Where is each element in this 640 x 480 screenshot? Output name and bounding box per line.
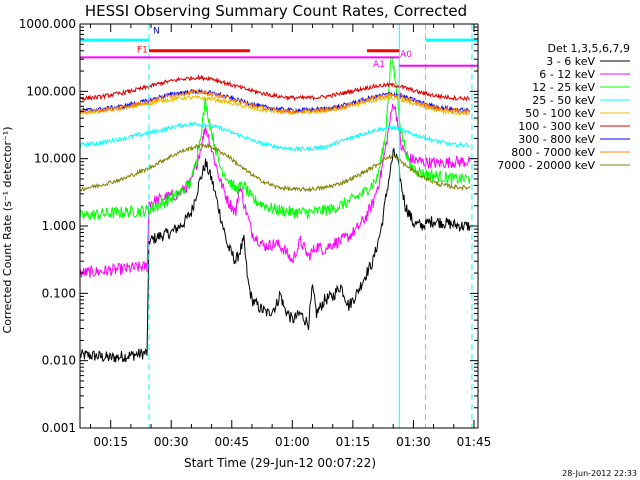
flare-flag-label: F1 bbox=[137, 45, 148, 55]
series-line-100-300 bbox=[80, 73, 471, 102]
y-tick-label: 0.100 bbox=[42, 286, 76, 300]
plot-frame bbox=[79, 23, 479, 429]
x-tick-label: 01:00 bbox=[275, 435, 310, 449]
x-tick-label: 01:30 bbox=[396, 435, 431, 449]
y-tick-label: 0.001 bbox=[42, 421, 76, 435]
legend-label-12-25: 12 - 25 keV bbox=[532, 81, 595, 94]
x-tick-label: 00:45 bbox=[214, 435, 249, 449]
legend-title: Det 1,3,5,6,7,9 bbox=[547, 42, 630, 55]
timestamp: 28-Jun-2012 22:33 bbox=[562, 469, 637, 478]
series-line-7000-20000 bbox=[80, 142, 471, 193]
legend-label-800-7000: 800 - 7000 keV bbox=[511, 146, 595, 159]
series-line-6-12 bbox=[80, 103, 471, 279]
plot-inner: N F1 A1 A0 bbox=[80, 24, 478, 428]
attenuator-flag-label: A1 bbox=[373, 60, 385, 70]
legend-label-100-300: 100 - 300 keV bbox=[518, 120, 595, 133]
night-flag-label: N bbox=[153, 27, 160, 37]
series-line-12-25 bbox=[80, 56, 471, 221]
axes: 1000.000 100.000 10.000 1.000 0.100 0.010 0.00… bbox=[19, 17, 492, 449]
x-tick-label: 00:15 bbox=[93, 435, 128, 449]
legend-label-50-100: 50 - 100 keV bbox=[525, 107, 595, 120]
attenuator-out-flag-label: A0 bbox=[400, 50, 412, 60]
chart-title: HESSI Observing Summary Count Rates, Cor… bbox=[85, 2, 467, 20]
legend-label-6-12: 6 - 12 keV bbox=[539, 68, 595, 81]
y-tick-label: 10.000 bbox=[34, 152, 76, 166]
x-tick-label: 01:15 bbox=[336, 435, 371, 449]
series-line-3-6 bbox=[80, 147, 471, 363]
y-tick-label: 0.010 bbox=[42, 354, 76, 368]
series-line-50-100 bbox=[80, 94, 471, 117]
y-axis-label: Corrected Count Rate (s⁻¹ detector⁻¹) bbox=[1, 127, 14, 334]
series-line-800-7000 bbox=[80, 89, 470, 116]
legend-label-3-6: 3 - 6 keV bbox=[546, 55, 595, 68]
x-tick-label: 01:45 bbox=[457, 435, 492, 449]
y-tick-label: 1000.000 bbox=[19, 17, 76, 31]
x-tick-label: 00:30 bbox=[154, 435, 189, 449]
plot-area: N F1 A1 A0 bbox=[80, 24, 478, 428]
legend-label-7000-20000: 7000 - 20000 keV bbox=[497, 159, 595, 172]
x-axis-label: Start Time (29-Jun-12 00:07:22) bbox=[184, 456, 376, 470]
y-tick-label: 100.000 bbox=[26, 84, 76, 98]
legend-label-25-50: 25 - 50 keV bbox=[532, 94, 595, 107]
legend-label-300-800: 300 - 800 keV bbox=[518, 133, 595, 146]
y-tick-label: 1.000 bbox=[42, 219, 76, 233]
series-line-25-50 bbox=[80, 121, 471, 152]
